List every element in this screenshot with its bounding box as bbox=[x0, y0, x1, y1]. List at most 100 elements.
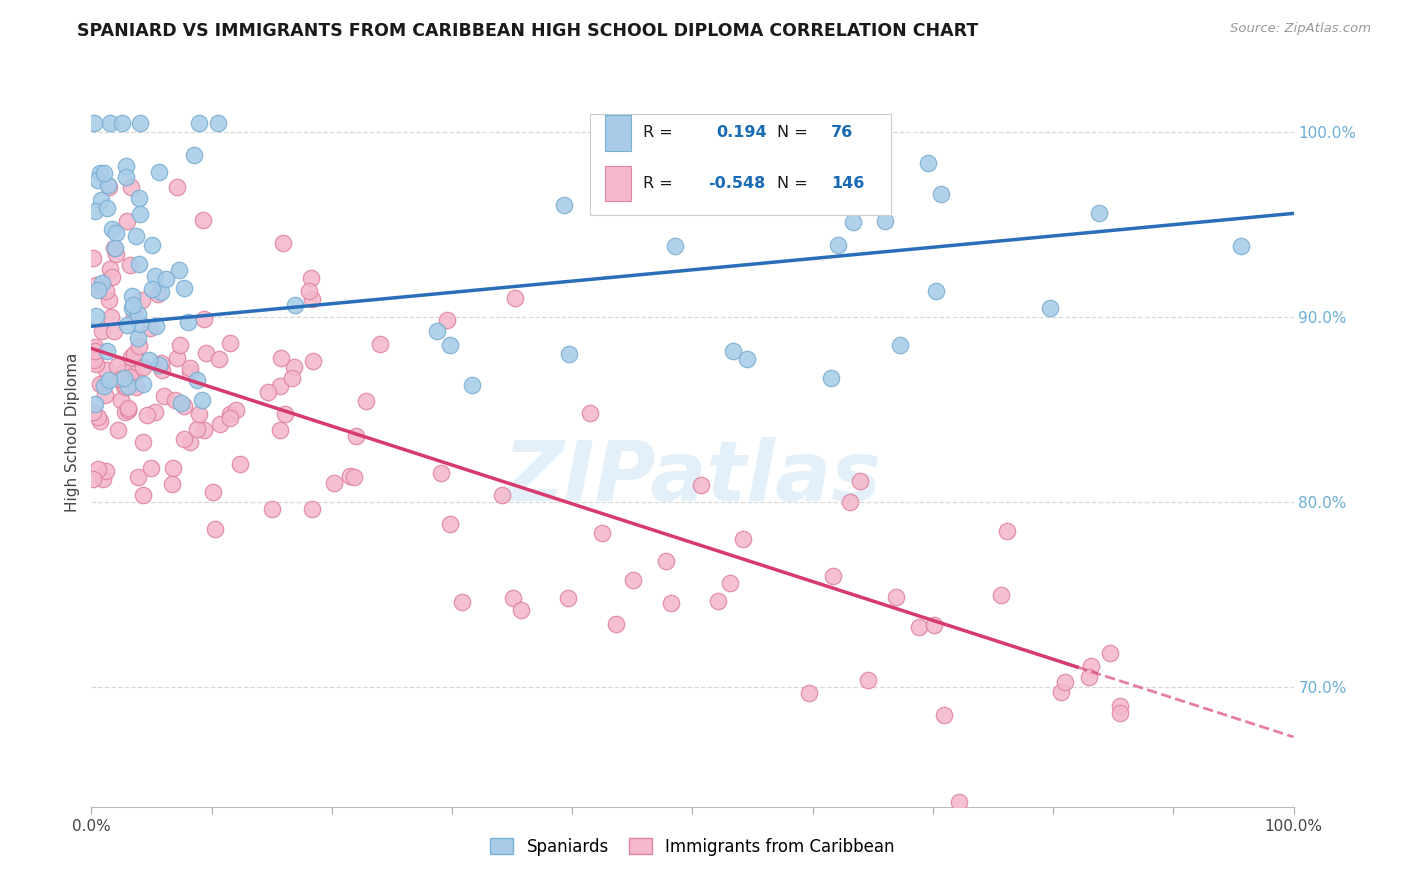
Point bbox=[229, 458, 252, 472]
Point bbox=[922, 617, 945, 632]
Point bbox=[160, 477, 183, 491]
Point bbox=[121, 289, 143, 303]
Point bbox=[193, 212, 215, 227]
Point bbox=[429, 466, 451, 480]
Legend: Spaniards, Immigrants from Caribbean: Spaniards, Immigrants from Caribbean bbox=[484, 831, 901, 863]
Point bbox=[121, 301, 143, 315]
Point bbox=[100, 310, 122, 325]
Point bbox=[148, 165, 170, 179]
Point bbox=[207, 352, 229, 367]
Point bbox=[502, 591, 524, 605]
Point bbox=[117, 403, 139, 417]
Point bbox=[167, 263, 190, 277]
Point bbox=[735, 351, 758, 366]
Point bbox=[995, 524, 1018, 538]
Point bbox=[94, 362, 117, 376]
Point bbox=[299, 271, 322, 285]
Point bbox=[323, 476, 346, 491]
Point bbox=[105, 247, 128, 261]
Point bbox=[827, 237, 849, 252]
Point bbox=[491, 488, 513, 502]
Point bbox=[186, 422, 208, 436]
Text: Source: ZipAtlas.com: Source: ZipAtlas.com bbox=[1230, 22, 1371, 36]
Point bbox=[204, 522, 226, 536]
Point bbox=[219, 407, 242, 421]
Point bbox=[103, 324, 125, 338]
Point bbox=[115, 213, 138, 227]
Point bbox=[193, 423, 215, 437]
Point bbox=[128, 339, 150, 353]
Point bbox=[83, 116, 105, 130]
Point bbox=[132, 377, 155, 392]
Point bbox=[135, 408, 157, 422]
Point bbox=[188, 116, 211, 130]
Point bbox=[173, 281, 195, 295]
Point bbox=[839, 495, 862, 509]
Point bbox=[132, 359, 155, 374]
Point bbox=[128, 317, 150, 331]
Point bbox=[91, 472, 114, 486]
Point bbox=[128, 257, 150, 271]
FancyBboxPatch shape bbox=[605, 115, 631, 151]
Point bbox=[166, 351, 188, 365]
Point bbox=[339, 469, 361, 483]
Point bbox=[150, 362, 173, 376]
Point bbox=[439, 517, 461, 532]
Point bbox=[553, 197, 575, 211]
Point bbox=[114, 404, 136, 418]
Point bbox=[884, 590, 907, 604]
Point bbox=[150, 356, 173, 370]
Point bbox=[98, 293, 121, 307]
Point bbox=[90, 194, 112, 208]
Point bbox=[188, 407, 211, 421]
Point bbox=[219, 336, 242, 351]
Point bbox=[281, 371, 304, 385]
Point bbox=[84, 278, 107, 293]
Point bbox=[1078, 670, 1101, 684]
Point bbox=[283, 360, 305, 375]
Point bbox=[799, 686, 821, 700]
Point bbox=[124, 228, 146, 243]
Point bbox=[90, 277, 112, 291]
Point bbox=[127, 470, 149, 484]
Point bbox=[141, 238, 163, 252]
Text: 146: 146 bbox=[831, 176, 865, 191]
Point bbox=[354, 393, 377, 408]
Point bbox=[578, 406, 600, 420]
Point bbox=[131, 434, 153, 449]
Text: 76: 76 bbox=[831, 126, 853, 140]
Point bbox=[193, 312, 215, 326]
Point bbox=[297, 285, 319, 299]
Point bbox=[84, 343, 107, 358]
Point bbox=[707, 594, 730, 608]
Point bbox=[664, 239, 686, 253]
Point bbox=[105, 359, 128, 374]
Point bbox=[111, 116, 134, 130]
Point bbox=[87, 283, 110, 297]
Point bbox=[301, 502, 323, 516]
Point bbox=[186, 373, 208, 387]
Point bbox=[194, 345, 217, 359]
Point bbox=[820, 370, 842, 384]
Point bbox=[82, 472, 104, 486]
Point bbox=[256, 385, 278, 400]
Point bbox=[128, 191, 150, 205]
Point bbox=[84, 396, 107, 410]
Point bbox=[595, 180, 617, 194]
Point bbox=[129, 116, 152, 130]
Point bbox=[225, 402, 247, 417]
Point bbox=[112, 378, 135, 392]
Point bbox=[94, 284, 117, 298]
Point bbox=[1108, 706, 1130, 720]
Point bbox=[274, 407, 297, 421]
Point bbox=[124, 367, 146, 381]
Text: R =: R = bbox=[643, 126, 673, 140]
Point bbox=[127, 331, 149, 345]
Point bbox=[557, 591, 579, 605]
Point bbox=[110, 372, 132, 386]
Point bbox=[169, 338, 191, 352]
Point bbox=[875, 214, 897, 228]
Point bbox=[153, 389, 176, 403]
Point bbox=[718, 575, 741, 590]
Point bbox=[201, 485, 224, 500]
